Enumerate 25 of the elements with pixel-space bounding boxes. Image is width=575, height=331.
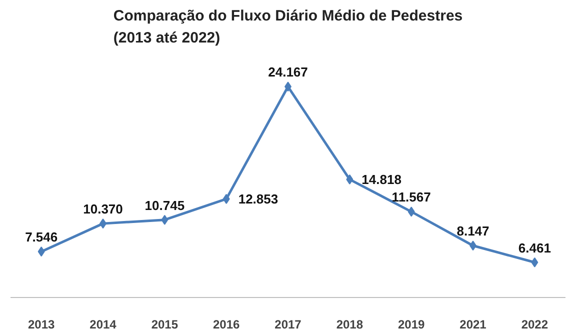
data-label: 12.853	[238, 191, 278, 206]
point	[222, 194, 230, 204]
data-label: 10.370	[83, 202, 123, 217]
data-label: 24.167	[268, 64, 308, 80]
point	[346, 174, 354, 184]
data-label: 6.461	[518, 240, 551, 256]
x-tick-label: 2017	[274, 318, 302, 331]
data-label: 7.546	[25, 230, 58, 245]
chart-title: Comparação do Fluxo Diário Médio de Pedestres (2013 até 2022)	[113, 7, 463, 46]
x-tick-label: 2021	[460, 318, 487, 331]
x-tick-label: 2022	[521, 318, 548, 331]
data-label: 14.818	[362, 172, 402, 187]
x-tick-label: 2019	[398, 318, 426, 331]
x-tick-label: 2013	[28, 318, 56, 331]
x-tick-label: 2018	[336, 318, 364, 331]
point	[161, 214, 168, 225]
point	[38, 246, 45, 257]
data-label: 11.567	[392, 190, 431, 205]
x-tick-label: 2014	[90, 318, 117, 331]
data-label: 10.745	[144, 198, 185, 213]
point	[408, 206, 415, 217]
x-tick-label: 2015	[151, 318, 178, 331]
point	[531, 257, 538, 268]
x-tick-label: 2016	[212, 318, 240, 331]
data-label: 8.147	[456, 224, 490, 239]
